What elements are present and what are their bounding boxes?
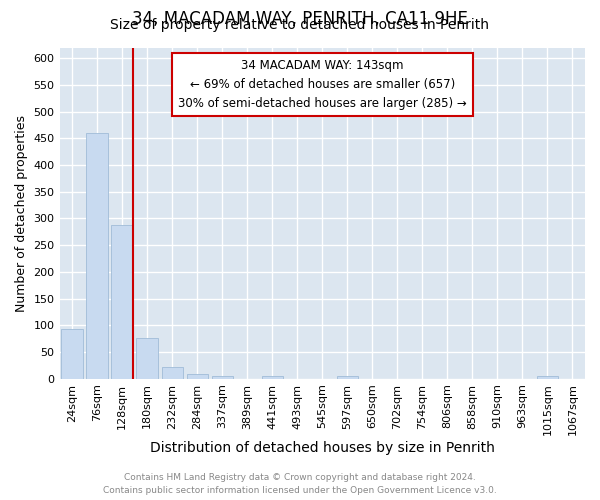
X-axis label: Distribution of detached houses by size in Penrith: Distribution of detached houses by size … <box>150 441 495 455</box>
Y-axis label: Number of detached properties: Number of detached properties <box>15 114 28 312</box>
Bar <box>187 374 208 378</box>
Bar <box>212 376 233 378</box>
Bar <box>136 338 158 378</box>
Bar <box>61 329 83 378</box>
Text: 34 MACADAM WAY: 143sqm
← 69% of detached houses are smaller (657)
30% of semi-de: 34 MACADAM WAY: 143sqm ← 69% of detached… <box>178 59 467 110</box>
Text: 34, MACADAM WAY, PENRITH, CA11 9HE: 34, MACADAM WAY, PENRITH, CA11 9HE <box>132 10 468 28</box>
Text: Size of property relative to detached houses in Penrith: Size of property relative to detached ho… <box>110 18 490 32</box>
Bar <box>262 376 283 378</box>
Bar <box>337 376 358 378</box>
Bar <box>161 367 183 378</box>
Bar <box>537 376 558 378</box>
Text: Contains HM Land Registry data © Crown copyright and database right 2024.
Contai: Contains HM Land Registry data © Crown c… <box>103 474 497 495</box>
Bar <box>112 225 133 378</box>
Bar <box>86 133 108 378</box>
